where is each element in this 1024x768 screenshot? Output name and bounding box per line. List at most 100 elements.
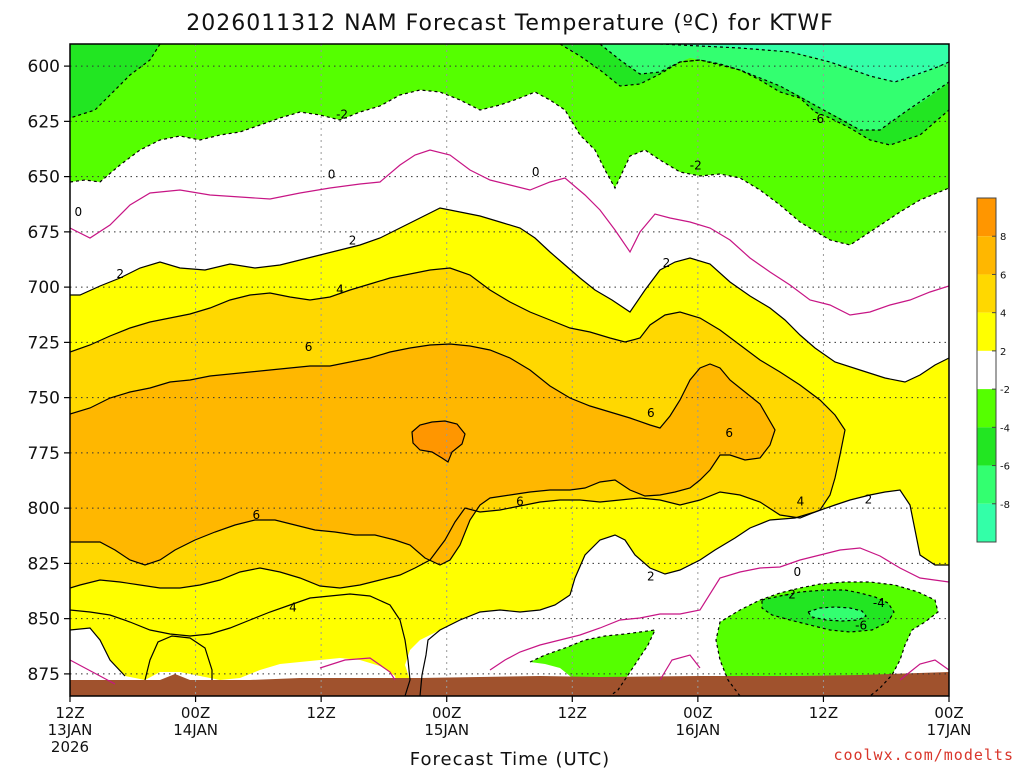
contour-label-text-0: -2	[336, 108, 348, 122]
y-tick-label-3: 675	[28, 223, 60, 243]
colorbar-swatch-8	[977, 503, 996, 542]
contour-label-9: 4	[336, 282, 344, 296]
colorbar-swatch-5	[977, 389, 996, 428]
contour-label-text-1: -6	[812, 112, 824, 126]
contour-label-text-6: 2	[349, 234, 357, 248]
plot-area: -2 -6 0 0 0 -2 2 2 2 4 6 6 6 6 6 4 2 2 0 -2 -4 -6 4	[70, 44, 949, 696]
contour-label-20: -4	[873, 596, 885, 610]
contour-minus4-topleft	[70, 44, 161, 119]
colorbar-swatch-4	[977, 350, 996, 390]
contour-label-17: 2	[647, 570, 655, 584]
contour-label-text-14: 6	[252, 508, 260, 522]
plot-frame	[69, 43, 950, 697]
colorbar-label-2: -4	[1000, 423, 1010, 434]
contour-zero-ground-far-right	[899, 659, 949, 681]
x-tick-label-6-1: 12Z	[809, 704, 838, 722]
terrain-ground	[70, 672, 949, 696]
colorbar-label-1: -6	[1000, 462, 1010, 473]
contour-label-text-19: -2	[784, 587, 796, 601]
contour-minus2-top	[70, 89, 949, 246]
x-tick-label-5-1: 00Z	[683, 704, 712, 722]
contour-label-7: 2	[116, 267, 124, 281]
contour-minus2-lower	[529, 629, 657, 696]
contour-label-text-7: 2	[116, 267, 124, 281]
contour-label-text-5: -2	[690, 159, 702, 173]
y-tick-label-2: 650	[28, 168, 60, 188]
colorbar-swatch-2	[977, 274, 996, 313]
contour-zero-ground-right	[659, 654, 701, 681]
contour-minus6-top	[599, 44, 949, 131]
contour-label-8: 2	[663, 256, 671, 270]
contour-label-10: 6	[305, 340, 313, 354]
contour-label-text-10: 6	[305, 340, 313, 354]
contour-label-4: 0	[532, 165, 540, 179]
colorbar-swatch-0	[977, 198, 996, 237]
x-axis-label: Forecast Time (UTC)	[410, 749, 610, 768]
y-tick-label-8: 800	[28, 499, 60, 519]
y-tick-label-11: 875	[28, 665, 60, 685]
contour-label-text-15: 4	[797, 495, 805, 509]
contour-labels: -2 -6 0 0 0 -2 2 2 2 4 6 6 6 6 6 4 2 2 0 -2 -4 -6 4	[75, 108, 885, 633]
x-tick-label-4-1: 12Z	[558, 704, 587, 722]
contour-label-18: 0	[793, 565, 801, 579]
contour-label-text-2: 0	[75, 205, 83, 219]
y-tick-label-0: 600	[28, 57, 60, 77]
contour-label-22: 4	[289, 601, 297, 615]
contour-label-text-18: 0	[793, 565, 801, 579]
colorbar-legend: -8 -6 -4 -2 2 4 6 8	[976, 197, 1010, 543]
y-tick-label-7: 775	[28, 444, 60, 464]
band-cold-lower-6	[808, 607, 866, 621]
contour-label-19: -2	[784, 587, 796, 601]
y-tick-label-9: 825	[28, 554, 60, 574]
colorbar-label-4: 2	[1000, 347, 1006, 358]
contour-2-center-left	[419, 594, 571, 696]
contour-label-text-3: 0	[328, 167, 336, 181]
x-tick-label-0-3: 2026	[51, 738, 89, 756]
contour-label-14: 6	[252, 508, 260, 522]
colorbar-label-3: -2	[1000, 385, 1010, 396]
chart-title: 2026011312 NAM Forecast Temperature (ºC)…	[186, 11, 834, 36]
x-tick-label-5-2: 16JAN	[675, 721, 720, 739]
contour-minus6-lower	[806, 606, 867, 622]
contour-label-16: 2	[865, 492, 873, 506]
contour-lines	[70, 44, 949, 696]
band-6-8	[70, 344, 775, 565]
contour-label-13: 6	[516, 495, 524, 509]
contour-6	[70, 343, 776, 566]
y-tick-label-6: 750	[28, 389, 60, 409]
y-axis: 600 625 650 675 700 725 750 775 800 825 850 875	[28, 57, 70, 685]
colorbar-label-7: 8	[1000, 232, 1006, 243]
contour-label-15: 4	[797, 495, 805, 509]
contour-label-21: -6	[855, 618, 867, 632]
colorbar-label-6: 6	[1000, 270, 1006, 281]
band-cold-top-8	[660, 44, 949, 82]
x-tick-label-1-2: 14JAN	[173, 721, 218, 739]
contour-label-text-20: -4	[873, 596, 885, 610]
credit-link[interactable]: coolwx.com/modelts	[833, 746, 1014, 764]
contour-label-text-4: 0	[532, 165, 540, 179]
contour-4	[70, 267, 846, 589]
x-tick-label-3-2: 15JAN	[424, 721, 469, 739]
contour-minus4-top	[559, 44, 949, 146]
y-tick-label-5: 725	[28, 333, 60, 353]
contour-minus4-lower	[761, 589, 895, 633]
contour-label-text-17: 2	[647, 570, 655, 584]
contour-label-6: 2	[349, 234, 357, 248]
contour-label-12: 6	[725, 426, 733, 440]
colorbar-label-5: 4	[1000, 309, 1006, 320]
contour-label-text-13: 6	[516, 495, 524, 509]
contour-zero-ground-left	[70, 659, 116, 685]
contour-2-lower-left	[70, 593, 411, 696]
band-neutral-upper	[70, 90, 949, 382]
y-tick-label-1: 625	[28, 112, 60, 132]
x-tick-label-0-1: 12Z	[55, 704, 84, 722]
colorbar-swatch-7	[977, 465, 996, 504]
contour-label-3: 0	[328, 167, 336, 181]
contour-label-text-12: 6	[725, 426, 733, 440]
x-tick-label-2-1: 12Z	[306, 704, 335, 722]
colorbar-swatch-1	[977, 236, 996, 275]
contour-minus2-lower-right	[715, 581, 939, 696]
contour-label-text-9: 4	[336, 282, 344, 296]
